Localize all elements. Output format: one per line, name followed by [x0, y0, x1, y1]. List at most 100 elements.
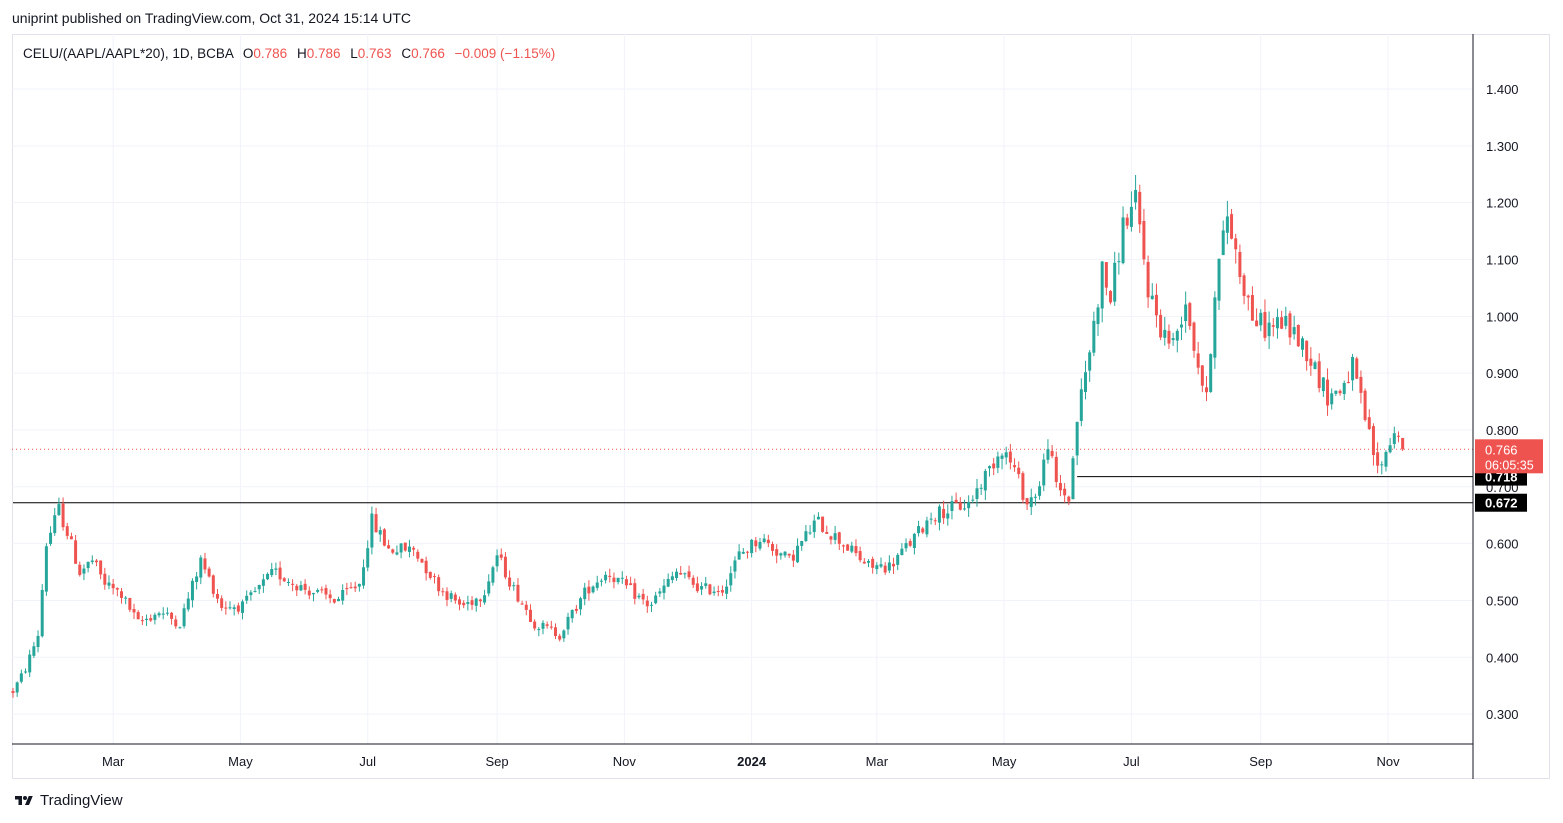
candle-body — [324, 588, 328, 595]
candle-body — [871, 558, 875, 568]
x-tick-label: 2024 — [737, 754, 767, 769]
candle-body — [99, 560, 103, 575]
candle-body — [804, 531, 808, 541]
candle-body — [528, 609, 532, 622]
candle-body — [783, 551, 787, 556]
candle-body — [766, 539, 770, 544]
y-tick-label: 0.500 — [1486, 593, 1519, 608]
candle-body — [1305, 340, 1309, 362]
candle-body — [11, 690, 15, 693]
candle-body — [975, 488, 979, 499]
candle-body — [858, 551, 862, 561]
candle-body — [32, 646, 36, 656]
candle-body — [754, 540, 758, 547]
candle-body — [74, 540, 78, 564]
candle-body — [967, 501, 971, 509]
grid-layer — [12, 34, 1473, 744]
candle-body — [829, 536, 833, 540]
candle-body — [1000, 455, 1004, 459]
candle-body — [549, 626, 553, 628]
candle-body — [1109, 291, 1113, 303]
candle-body — [866, 561, 870, 563]
candle-body — [633, 583, 637, 599]
candle-body — [670, 576, 674, 580]
candle-body — [28, 654, 32, 673]
candle-body — [583, 587, 587, 600]
candle-body — [875, 565, 879, 570]
candle-body — [879, 564, 883, 567]
legend-low-label: L — [350, 46, 358, 61]
candle-body — [1184, 304, 1188, 322]
candle-body — [1029, 497, 1033, 508]
candle-body — [53, 515, 57, 534]
candle-body — [211, 575, 215, 594]
candle-body — [128, 597, 132, 610]
candle-body — [124, 597, 128, 599]
legend-symbol: CELU/(AAPL/AAPL*20), 1D, BCBA — [23, 46, 234, 61]
candle-body — [750, 539, 754, 554]
candle-body — [904, 543, 908, 549]
candle-body — [570, 610, 574, 619]
candle-body — [182, 608, 186, 627]
candle-body — [562, 630, 566, 639]
candle-body — [378, 530, 382, 535]
footer-brand[interactable]: TradingView — [12, 792, 123, 809]
candle-body — [587, 586, 591, 594]
candle-body — [854, 546, 858, 554]
candle-body — [1259, 312, 1263, 326]
candle-body — [161, 613, 165, 615]
candle-body — [666, 578, 670, 587]
candle-body — [1088, 352, 1092, 371]
candle-body — [236, 605, 240, 612]
candle-body — [896, 554, 900, 565]
candle-body — [241, 601, 245, 613]
candle-body — [1330, 393, 1334, 405]
candle-body — [1205, 387, 1209, 393]
candle-body — [291, 583, 295, 585]
candle-body — [86, 561, 90, 569]
candle-body — [295, 585, 299, 591]
current-price-label: 0.766 — [1485, 442, 1518, 457]
candle-body — [1104, 262, 1108, 288]
candle-body — [608, 575, 612, 577]
candle-body — [787, 553, 791, 556]
candle-body — [165, 612, 169, 614]
candle-body — [120, 591, 124, 598]
candle-body — [1230, 214, 1234, 239]
candle-body — [620, 577, 624, 579]
candle-body — [1042, 459, 1046, 486]
candle-body — [1263, 311, 1267, 338]
candle-body — [203, 558, 207, 570]
level-label-text: 0.718 — [1485, 470, 1518, 485]
candle-body — [57, 504, 61, 516]
candle-body — [149, 618, 153, 621]
footer-brand-text: TradingView — [40, 792, 123, 809]
chart-legend: CELU/(AAPL/AAPL*20), 1D, BCBA O0.786 H0.… — [23, 46, 555, 61]
candle-body — [616, 577, 620, 583]
candle-body — [1150, 295, 1154, 300]
candle-body — [725, 586, 729, 594]
candle-body — [416, 551, 420, 559]
candle-body — [1221, 230, 1225, 256]
candle-body — [1071, 458, 1075, 500]
candle-body — [111, 583, 115, 589]
candle-body — [1346, 382, 1350, 384]
x-tick-label: Sep — [1249, 754, 1272, 769]
candle-body — [1067, 496, 1071, 502]
candle-body — [658, 591, 662, 594]
candle-body — [382, 529, 386, 546]
candle-body — [107, 582, 111, 586]
candle-body — [1050, 450, 1054, 457]
candle-body — [762, 538, 766, 542]
candle-body — [374, 514, 378, 533]
candle-body — [1075, 421, 1079, 456]
candle-body — [574, 608, 578, 611]
candle-body — [1046, 449, 1050, 460]
candle-body — [1058, 482, 1062, 491]
candle-body — [720, 590, 724, 593]
candle-body — [82, 568, 86, 574]
candle-body — [533, 621, 537, 629]
candle-body — [946, 513, 950, 519]
candle-body — [245, 595, 249, 601]
